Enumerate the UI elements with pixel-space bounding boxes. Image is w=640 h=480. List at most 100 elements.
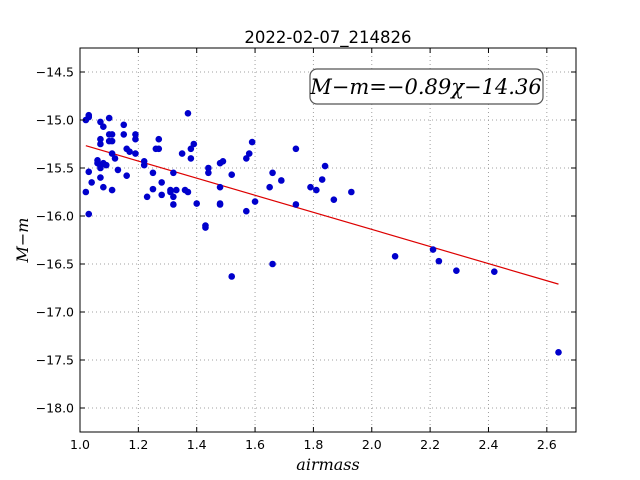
data-point (111, 155, 119, 162)
data-point (216, 201, 224, 208)
data-point (318, 176, 326, 183)
data-point (184, 109, 192, 117)
data-point (205, 169, 212, 177)
y-axis-label: M−m (13, 218, 32, 264)
data-point (132, 131, 139, 138)
data-point (108, 137, 116, 145)
data-point (158, 179, 165, 186)
data-point (85, 111, 93, 119)
data-point (348, 188, 355, 196)
data-point (269, 169, 276, 177)
data-point (330, 196, 338, 203)
data-point (202, 222, 209, 229)
y-tick-label: −14.5 (36, 65, 74, 80)
fit-line-layer (85, 145, 559, 285)
data-point (97, 118, 104, 126)
data-point (88, 179, 95, 186)
data-point (155, 135, 163, 143)
chart-title: 2022-02-07_214826 (244, 28, 411, 48)
plot-frame (79, 47, 577, 433)
data-point (105, 114, 113, 122)
x-tick-label: 1.2 (128, 437, 148, 452)
data-point (108, 150, 116, 157)
data-point (190, 140, 198, 148)
data-point (97, 135, 104, 143)
data-point (167, 188, 174, 196)
y-tick-labels: −14.5 −15.0 −15.5 −16.0 −16.5 −17.0 −17.5 −18.0 (36, 65, 74, 416)
data-point (132, 135, 139, 143)
data-point (149, 169, 157, 177)
data-point (205, 164, 212, 172)
data-point (114, 166, 122, 174)
data-point (132, 150, 139, 157)
data-point (251, 198, 259, 205)
data-point (228, 273, 236, 280)
x-tick-labels: 1.0 1.2 1.4 1.6 1.8 2.0 2.2 2.4 2.6 (70, 437, 557, 452)
data-point (170, 169, 177, 177)
data-point (100, 183, 107, 191)
data-point (243, 207, 250, 215)
data-point (228, 171, 236, 179)
y-tick-label: −17.5 (36, 353, 74, 368)
data-point (126, 148, 133, 155)
data-point (243, 155, 250, 162)
data-point (278, 177, 285, 184)
y-tick-label: −15.5 (36, 161, 74, 176)
data-point (266, 183, 273, 191)
data-point (97, 174, 104, 181)
data-point (321, 162, 329, 170)
data-point (97, 164, 104, 172)
data-point (193, 200, 201, 207)
data-point (292, 145, 300, 153)
data-point (307, 183, 314, 191)
data-point (216, 183, 224, 191)
x-tick-label: 2.6 (537, 437, 557, 452)
data-point (313, 186, 320, 194)
data-point (491, 268, 498, 275)
data-point (123, 172, 130, 179)
fit-equation-frame (309, 68, 544, 105)
data-point (170, 201, 177, 208)
data-point (178, 150, 186, 157)
data-point (187, 145, 195, 153)
data-point (269, 260, 276, 268)
plot-area (79, 47, 577, 433)
y-tick-label: −16.0 (36, 209, 74, 224)
data-point (108, 186, 116, 194)
data-point (85, 210, 93, 218)
data-point (172, 186, 180, 194)
data-point (555, 349, 562, 356)
data-point (184, 188, 192, 196)
axis-ticks (79, 48, 576, 432)
data-point (100, 123, 107, 131)
data-point (187, 155, 195, 162)
x-tick-label: 2.4 (479, 437, 499, 452)
fit-equation-text: M−m=−0.89χ−14.36 (309, 75, 541, 99)
y-tick-label: −16.5 (36, 257, 74, 272)
y-tick-label: −17.0 (36, 305, 74, 320)
data-point (155, 145, 163, 153)
data-point (97, 140, 104, 148)
data-point (85, 168, 93, 176)
data-point (453, 267, 460, 275)
x-tick-label: 1.0 (70, 437, 90, 452)
y-tick-label: −15.0 (36, 113, 74, 128)
data-point (143, 193, 151, 201)
data-point (158, 191, 165, 199)
data-point (149, 185, 157, 193)
data-points (82, 109, 562, 356)
data-point (108, 131, 116, 138)
data-point (435, 257, 443, 265)
data-point (219, 157, 227, 165)
data-point (120, 121, 128, 129)
data-point (292, 201, 300, 208)
plot-background (80, 48, 576, 432)
data-point (120, 131, 128, 138)
data-point (140, 161, 148, 169)
data-point (102, 161, 110, 169)
x-tick-label: 1.6 (245, 437, 265, 452)
y-tick-label: −18.0 (36, 401, 74, 416)
x-axis-label: airmass (296, 455, 359, 474)
fit-line (85, 145, 559, 285)
